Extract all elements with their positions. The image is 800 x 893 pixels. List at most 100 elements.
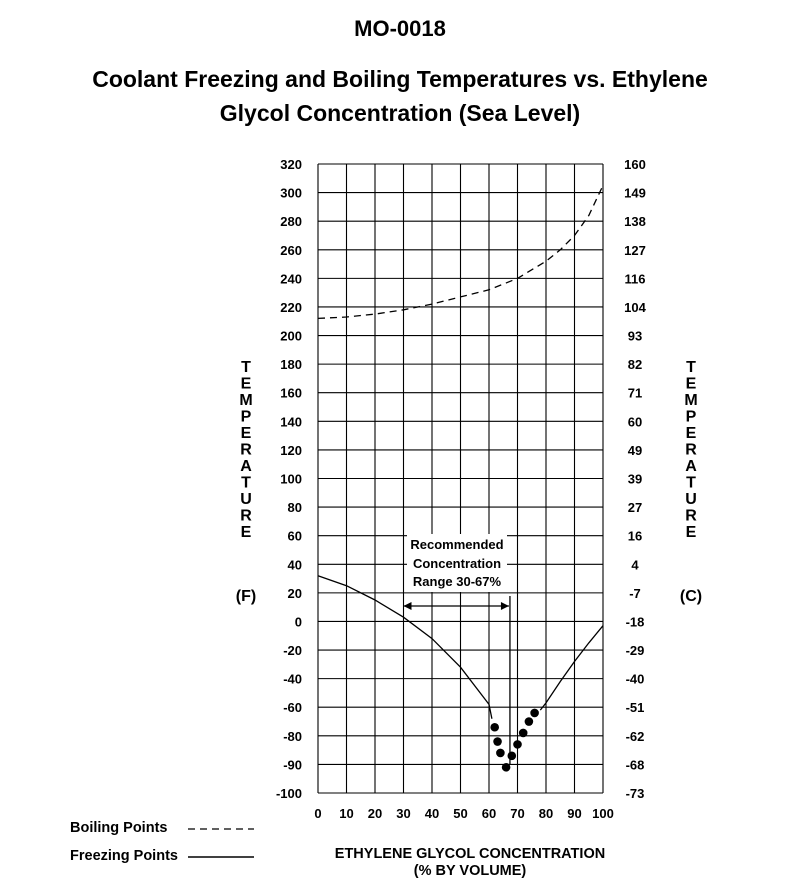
right-axis-letter: R — [685, 442, 697, 459]
x-tick-label: 20 — [368, 806, 382, 821]
right-unit-label: (C) — [680, 588, 702, 605]
left-unit-label: (F) — [236, 588, 256, 605]
x-tick-label: 40 — [425, 806, 439, 821]
left-axis-letter: T — [241, 359, 251, 376]
right-axis-letter: E — [686, 425, 697, 442]
left-axis-letter: E — [241, 425, 252, 442]
range-arrow-head-right — [500, 602, 509, 610]
document-code: MO-0018 — [354, 16, 446, 41]
y-tick-label-left: 200 — [280, 329, 302, 344]
legend-freezing-label: Freezing Points — [70, 848, 178, 864]
y-tick-label-left: 80 — [288, 500, 302, 515]
freezing-points-line-right — [539, 625, 604, 711]
y-tick-label-left: 40 — [288, 557, 302, 572]
y-tick-label-right: -62 — [626, 729, 645, 744]
x-axis-label: ETHYLENE GLYCOL CONCENTRATION (% BY VOLU… — [290, 846, 650, 880]
y-tick-label-right: 138 — [624, 214, 646, 229]
right-axis-letter: M — [684, 392, 697, 409]
axis-ticks: 0 10 20 30 40 50 60 70 80 90 100320300280260240220… — [276, 157, 647, 821]
chart-title: Coolant Freezing and Boiling Temperature… — [20, 62, 780, 130]
y-tick-label-right: 49 — [628, 443, 642, 458]
y-tick-label-left: 0 — [295, 614, 302, 629]
y-tick-label-left: 320 — [280, 157, 302, 172]
y-tick-label-right: 71 — [628, 386, 642, 401]
freezing-point-dot — [518, 728, 528, 738]
left-axis-letter: T — [241, 475, 251, 492]
freezing-point-dot — [530, 708, 539, 718]
range-arrow-head-left — [403, 602, 412, 610]
y-tick-label-right: -51 — [626, 700, 645, 715]
x-tick-label: 60 — [482, 806, 496, 821]
y-tick-label-right: 127 — [624, 243, 646, 258]
x-tick-label: 50 — [453, 806, 467, 821]
y-tick-label-right: 82 — [628, 357, 642, 372]
left-axis-letter: M — [239, 392, 252, 409]
y-tick-label-left: 300 — [280, 186, 302, 201]
y-tick-label-right: -29 — [626, 643, 645, 658]
y-tick-label-right: 93 — [628, 329, 642, 344]
y-tick-label-left: -20 — [283, 643, 302, 658]
chart-title-line-1: Coolant Freezing and Boiling Temperature… — [92, 66, 708, 92]
right-axis-letter: T — [686, 359, 696, 376]
y-tick-label-right: 149 — [624, 186, 646, 201]
series — [317, 185, 604, 772]
y-tick-label-right: -7 — [629, 586, 641, 601]
y-tick-label-right: 160 — [624, 157, 646, 172]
freezing-point-dot — [524, 717, 534, 726]
right-axis-letter: T — [686, 475, 696, 492]
y-tick-label-right: -18 — [626, 614, 645, 629]
y-tick-label-left: -100 — [276, 786, 302, 801]
right-axis-letter: A — [685, 458, 697, 475]
x-axis-label-line-1: ETHYLENE GLYCOL CONCENTRATION — [334, 846, 606, 862]
y-tick-label-left: 140 — [280, 414, 302, 429]
freezing-point-dot — [493, 737, 502, 746]
y-tick-label-right: -40 — [626, 672, 645, 687]
y-tick-label-left: 260 — [280, 243, 302, 258]
y-tick-label-left: 220 — [280, 300, 302, 315]
freezing-point-dot — [496, 748, 505, 758]
y-tick-label-right: 116 — [625, 271, 646, 286]
x-tick-label: 80 — [539, 806, 553, 821]
left-axis-letter: R — [240, 508, 252, 525]
x-tick-label: 90 — [567, 806, 581, 821]
y-tick-label-left: 20 — [288, 586, 302, 601]
freezing-point-dot — [507, 751, 517, 761]
legend-boiling-label: Boiling Points — [70, 820, 168, 836]
right-axis-letter: E — [686, 524, 697, 541]
freezing-point-dot — [501, 762, 511, 772]
y-tick-label-left: -40 — [283, 672, 302, 687]
x-tick-label: 10 — [339, 806, 353, 821]
y-tick-label-left: 180 — [280, 357, 302, 372]
left-axis-letter: U — [240, 491, 252, 508]
left-axis-letter: A — [240, 458, 252, 475]
grid — [317, 163, 604, 794]
freezing-point-dot — [513, 740, 522, 749]
y-tick-label-right: 27 — [628, 500, 642, 515]
annotation-line-1: Recommended — [410, 537, 503, 552]
annotation-line-2: Concentration — [413, 556, 501, 571]
left-axis-letter: R — [240, 442, 252, 459]
left-axis-letter: P — [241, 409, 252, 426]
recommended-range-annotation: Recommended Concentration Range 30-67% — [403, 534, 511, 765]
right-axis-letter: P — [686, 409, 697, 426]
y-tick-label-right: 16 — [628, 529, 642, 544]
annotation-background — [407, 534, 507, 592]
left-axis-letter: E — [241, 524, 252, 541]
y-tick-label-left: 100 — [280, 472, 302, 487]
y-tick-label-left: 280 — [280, 214, 302, 229]
x-tick-label: 100 — [592, 806, 614, 821]
x-axis-label-line-2: (% BY VOLUME) — [413, 863, 527, 879]
freezing-points-line-left — [317, 575, 493, 719]
boiling-points-line — [317, 185, 604, 320]
y-tick-label-right: 104 — [624, 300, 646, 315]
right-axis-letter: U — [685, 491, 697, 508]
y-tick-label-right: 4 — [631, 557, 639, 572]
annotation-line-3: Range 30-67% — [413, 574, 502, 589]
freezing-point-dot — [490, 722, 500, 732]
right-axis-letter: E — [686, 376, 697, 393]
y-tick-label-left: 160 — [280, 386, 302, 401]
y-tick-label-left: 60 — [288, 529, 302, 544]
y-tick-label-left: -60 — [283, 700, 302, 715]
